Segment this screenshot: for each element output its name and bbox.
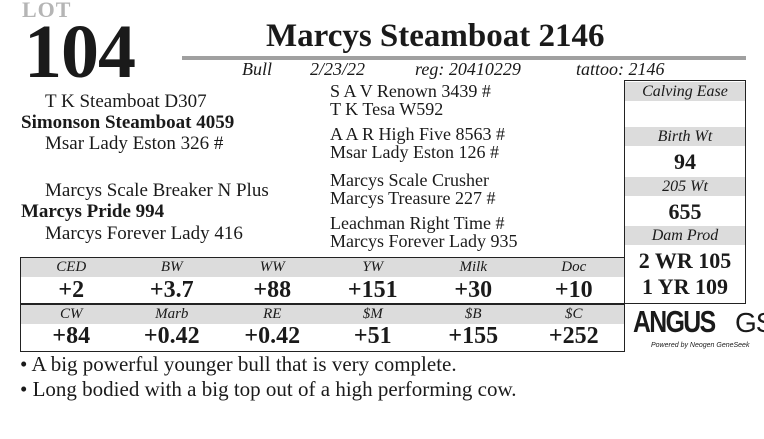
epd-value: +10 xyxy=(554,277,593,303)
logo-suffix: GS xyxy=(734,307,764,338)
epd-label: CW xyxy=(60,306,83,322)
epd-label: BW xyxy=(160,259,183,275)
dam-prod-wr: 2 WR 105 xyxy=(638,248,732,273)
registration: reg: 20410229 xyxy=(415,59,521,79)
sire-dam: Msar Lady Eston 326 # xyxy=(45,133,224,154)
ss-sire: S A V Renown 3439 # xyxy=(330,81,491,101)
dd-dam: Marcys Forever Lady 935 xyxy=(330,231,518,251)
epd-divider xyxy=(21,303,624,305)
dam-sire: Marcys Scale Breaker N Plus xyxy=(45,180,269,201)
epd-value: +3.7 xyxy=(149,277,194,303)
birth-wt-label: Birth Wt xyxy=(625,127,745,146)
angus-gs-logo: ANGUS GS Powered by Neogen GeneSeek xyxy=(633,304,764,352)
epd-label: Doc xyxy=(561,259,587,275)
epd-label: YW xyxy=(362,259,384,275)
epd-header-row-2: CW Marb RE $M $B $C xyxy=(21,305,624,324)
comment-text: Long bodied with a big top out of a high… xyxy=(32,377,517,401)
ds-sire: Marcys Scale Crusher xyxy=(330,170,489,190)
calving-ease-label: Calving Ease xyxy=(625,82,745,101)
animal-name: Marcys Steamboat 2146 xyxy=(266,18,605,54)
wt205-label: 205 Wt xyxy=(625,177,745,196)
epd-label: $C xyxy=(564,306,583,322)
epd-label: $B xyxy=(464,306,482,322)
comment-1: • A big powerful younger bull that is ve… xyxy=(20,352,457,376)
epd-table: CED BW WW YW Milk Doc +2 +3.7 +88 +151 +… xyxy=(20,257,625,352)
dam-dam: Marcys Forever Lady 416 xyxy=(45,223,243,244)
comment-2: • Long bodied with a big top out of a hi… xyxy=(20,377,517,401)
dam-prod-label: Dam Prod xyxy=(625,226,745,245)
dam-prod-yr: 1 YR 109 xyxy=(642,274,728,299)
epd-value: +51 xyxy=(353,323,392,349)
epd-label: $M xyxy=(362,306,383,322)
epd-value-row-1: +2 +3.7 +88 +151 +30 +10 xyxy=(21,277,624,304)
epd-label: Milk xyxy=(459,259,488,275)
tattoo: tattoo: 2146 xyxy=(576,59,665,79)
logo-tagline: Powered by Neogen GeneSeek xyxy=(651,342,750,349)
sd-sire: A A R High Five 8563 # xyxy=(330,124,506,144)
ss-dam: T K Tesa W592 xyxy=(330,99,444,119)
epd-header-row-1: CED BW WW YW Milk Doc xyxy=(21,258,624,277)
birth-date: 2/23/22 xyxy=(310,59,366,79)
epd-value: +0.42 xyxy=(244,323,301,349)
ds-dam: Marcys Treasure 227 # xyxy=(330,188,496,208)
epd-value: +155 xyxy=(448,323,499,349)
epd-value: +84 xyxy=(52,323,91,349)
epd-value: +88 xyxy=(253,277,292,303)
lot-number: 104 xyxy=(24,10,136,94)
performance-box: Calving Ease Birth Wt 94 205 Wt 655 Dam … xyxy=(624,80,746,304)
sex: Bull xyxy=(242,59,272,79)
epd-value: +252 xyxy=(548,323,599,349)
lot-label: LOT xyxy=(22,0,72,22)
wt205-value: 655 xyxy=(668,199,702,224)
dd-sire: Leachman Right Time # xyxy=(330,213,505,233)
birth-wt-value: 94 xyxy=(674,149,696,174)
epd-value-row-2: +84 +0.42 +0.42 +51 +155 +252 xyxy=(21,323,624,350)
logo-brand: ANGUS xyxy=(633,304,716,339)
title-rule xyxy=(182,56,746,60)
epd-label: Marb xyxy=(155,306,189,322)
comment-text: A big powerful younger bull that is very… xyxy=(31,352,457,376)
epd-value: +0.42 xyxy=(143,323,200,349)
epd-value: +30 xyxy=(454,277,493,303)
epd-label: RE xyxy=(263,306,282,322)
epd-value: +151 xyxy=(347,277,398,303)
epd-label: WW xyxy=(259,259,285,275)
sire: Simonson Steamboat 4059 xyxy=(21,112,235,133)
epd-value: +2 xyxy=(58,277,85,303)
sd-dam: Msar Lady Eston 126 # xyxy=(330,142,499,162)
sire-sire: T K Steamboat D307 xyxy=(45,91,207,112)
epd-label: CED xyxy=(56,259,87,275)
dam: Marcys Pride 994 xyxy=(21,201,165,222)
